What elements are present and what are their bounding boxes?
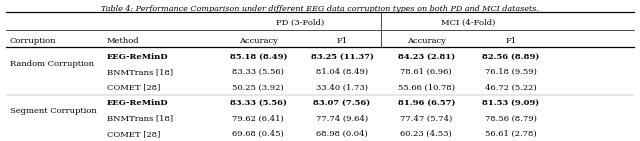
Text: Table 4: Performance Comparison under different EEG data corruption types on bot: Table 4: Performance Comparison under di… [101, 5, 539, 13]
Text: 83.25 (11.37): 83.25 (11.37) [310, 53, 373, 61]
Text: 55.66 (10.78): 55.66 (10.78) [398, 84, 455, 92]
Text: 81.04 (8.49): 81.04 (8.49) [316, 68, 368, 76]
Text: 85.18 (8.49): 85.18 (8.49) [230, 53, 287, 61]
Text: BNMTrans [18]: BNMTrans [18] [107, 115, 173, 123]
Text: 82.56 (8.89): 82.56 (8.89) [483, 53, 540, 61]
Text: COMET [28]: COMET [28] [107, 130, 160, 138]
Text: EEG-ReMinD: EEG-ReMinD [107, 99, 168, 107]
Text: 78.56 (8.79): 78.56 (8.79) [485, 115, 537, 123]
Text: 83.07 (7.56): 83.07 (7.56) [314, 99, 371, 107]
Text: 84.23 (2.81): 84.23 (2.81) [397, 53, 455, 61]
Text: 76.18 (9.59): 76.18 (9.59) [485, 68, 537, 76]
Text: PD (3-Fold): PD (3-Fold) [276, 19, 324, 27]
Text: F1: F1 [337, 37, 348, 45]
Text: F1: F1 [506, 37, 516, 45]
Text: Accuracy: Accuracy [239, 37, 278, 45]
Text: EEG-ReMinD: EEG-ReMinD [107, 53, 168, 61]
Text: 83.33 (5.56): 83.33 (5.56) [232, 68, 284, 76]
Text: 56.61 (2.78): 56.61 (2.78) [485, 130, 537, 138]
Text: 50.25 (3.92): 50.25 (3.92) [232, 84, 284, 92]
Text: 81.96 (6.57): 81.96 (6.57) [397, 99, 455, 107]
Text: 79.62 (6.41): 79.62 (6.41) [232, 115, 284, 123]
Text: COMET [28]: COMET [28] [107, 84, 160, 92]
Text: 68.98 (0.04): 68.98 (0.04) [316, 130, 368, 138]
Text: 46.72 (5.22): 46.72 (5.22) [485, 84, 537, 92]
Text: 60.23 (4.53): 60.23 (4.53) [401, 130, 452, 138]
Text: 78.61 (6.96): 78.61 (6.96) [401, 68, 452, 76]
Text: 81.53 (9.09): 81.53 (9.09) [483, 99, 540, 107]
Text: Random Corruption: Random Corruption [10, 60, 93, 68]
Text: 69.68 (0.45): 69.68 (0.45) [232, 130, 284, 138]
Text: Method: Method [107, 37, 140, 45]
Text: MCI (4-Fold): MCI (4-Fold) [442, 19, 496, 27]
Text: Segment Corruption: Segment Corruption [10, 107, 96, 115]
Text: 77.74 (9.64): 77.74 (9.64) [316, 115, 368, 123]
Text: Corruption: Corruption [10, 37, 56, 45]
Text: 77.47 (5.74): 77.47 (5.74) [400, 115, 452, 123]
Text: 83.33 (5.56): 83.33 (5.56) [230, 99, 287, 107]
Text: BNMTrans [18]: BNMTrans [18] [107, 68, 173, 76]
Text: 33.40 (1.73): 33.40 (1.73) [316, 84, 368, 92]
Text: Accuracy: Accuracy [407, 37, 445, 45]
